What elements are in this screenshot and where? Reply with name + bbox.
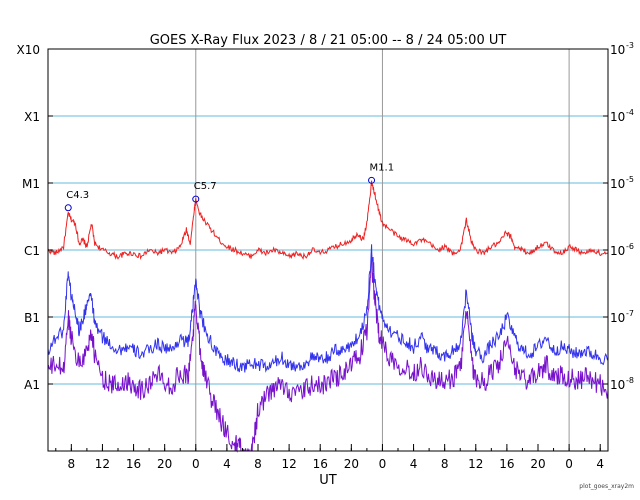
right-tick-label: 10 (610, 110, 625, 124)
right-tick-label: 10 (610, 378, 625, 392)
flare-label: C5.7 (194, 181, 217, 192)
right-tick-exponent: -3 (626, 41, 634, 50)
x-tick-label: 16 (499, 457, 514, 471)
right-tick-exponent: -8 (626, 376, 634, 385)
flare-marker (368, 176, 376, 184)
flare-marker (64, 204, 72, 212)
footnote: plot_goes_xray2m (579, 483, 634, 490)
left-tick-label: C1 (24, 244, 40, 258)
series-line-2 (47, 254, 609, 453)
x-tick-label: 12 (95, 457, 110, 471)
x-tick-label: 8 (441, 457, 449, 471)
flare-label: M1.1 (370, 162, 395, 173)
right-tick-label: 10 (610, 177, 625, 191)
x-tick-label: 20 (344, 457, 359, 471)
x-tick-label: 16 (126, 457, 141, 471)
x-tick-label: 0 (379, 457, 387, 471)
left-tick-label: A1 (24, 378, 40, 392)
x-tick-label: 20 (530, 457, 545, 471)
series-line-0 (47, 180, 608, 261)
x-tick-label: 0 (192, 457, 200, 471)
x-tick-label: 16 (313, 457, 328, 471)
right-tick-label: 10 (610, 244, 625, 258)
right-tick-label: 10 (610, 43, 625, 57)
x-tick-label: 4 (596, 457, 604, 471)
annotation-layer: C4.3 C5.7 M1.1 (64, 162, 395, 212)
left-tick-label: X10 (17, 43, 41, 57)
x-tick-label: 12 (281, 457, 296, 471)
chart-title: GOES X-Ray Flux 2023 / 8 / 21 05:00 -- 8… (150, 33, 507, 48)
right-tick-exponent: -4 (626, 108, 634, 117)
left-tick-label: M1 (22, 177, 40, 191)
series-line-1 (47, 244, 609, 373)
flare-label: C4.3 (66, 190, 89, 201)
x-tick-label: 4 (410, 457, 418, 471)
series-layer (47, 180, 609, 453)
x-tick-label: 8 (68, 457, 76, 471)
right-tick-label: 10 (610, 311, 625, 325)
x-tick-label: 20 (157, 457, 172, 471)
left-tick-label: B1 (24, 311, 40, 325)
right-tick-exponent: -7 (626, 309, 634, 318)
x-tick-label: 0 (565, 457, 573, 471)
x-tick-label: 12 (468, 457, 483, 471)
right-tick-exponent: -5 (626, 175, 634, 184)
x-tick-label: 4 (223, 457, 231, 471)
x-tick-label: 8 (254, 457, 262, 471)
flare-marker (192, 195, 200, 203)
right-tick-exponent: -6 (626, 242, 634, 251)
left-tick-label: X1 (24, 110, 40, 124)
x-axis-label: UT (319, 473, 337, 488)
